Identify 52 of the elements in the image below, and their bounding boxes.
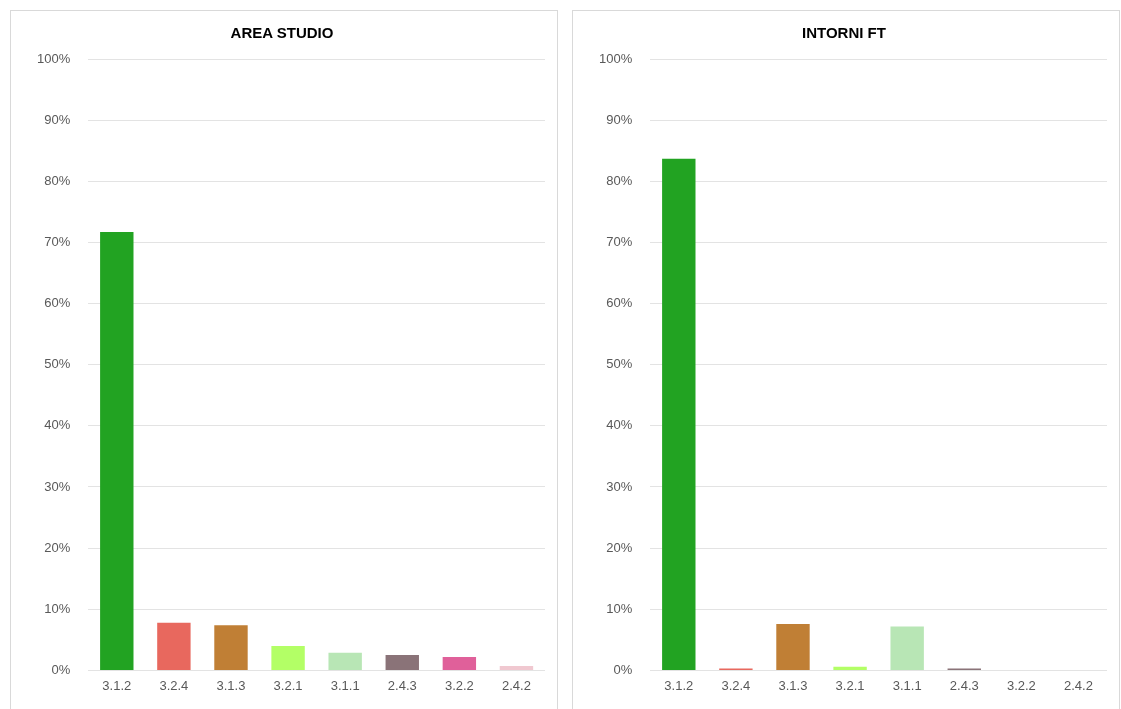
x-tick-label: 2.4.3: [949, 677, 979, 693]
y-tick-label: 50%: [44, 356, 71, 372]
bar: [271, 645, 305, 670]
y-tick-label: 60%: [44, 295, 71, 311]
y-tick-label: 0%: [613, 661, 633, 677]
x-tick-label: 3.2.4: [721, 677, 751, 693]
y-tick-label: 0%: [51, 661, 71, 677]
bar: [100, 232, 134, 670]
bar: [214, 625, 248, 670]
chart-title: AREA STUDIO: [230, 24, 334, 42]
y-tick-label: 70%: [606, 234, 633, 249]
bar: [442, 656, 477, 670]
bar: [890, 626, 924, 670]
y-tick-label: 80%: [606, 172, 633, 188]
x-tick-label: 3.1.1: [330, 677, 360, 693]
x-tick-label: 3.2.1: [273, 677, 303, 693]
x-tick-label: 3.2.1: [835, 677, 865, 693]
bar: [662, 158, 696, 670]
x-tick-label: 2.4.2: [501, 677, 531, 693]
bar: [499, 666, 534, 670]
x-tick-label: 3.1.3: [216, 677, 246, 693]
x-tick-label: 2.4.3: [387, 677, 417, 693]
y-tick-label: 70%: [44, 234, 71, 249]
bar: [157, 622, 191, 670]
bar: [328, 652, 362, 670]
y-tick-label: 10%: [606, 600, 633, 616]
chart-title: INTORNI FT: [802, 24, 886, 42]
y-tick-label: 30%: [44, 478, 71, 494]
y-tick-label: 30%: [606, 478, 633, 494]
y-tick-label: 50%: [606, 356, 633, 372]
x-tick-label: 2.4.2: [1063, 677, 1093, 693]
y-tick-label: 40%: [606, 417, 633, 433]
y-tick-label: 10%: [44, 600, 71, 616]
x-tick-label: 3.1.2: [102, 677, 132, 693]
y-tick-label: 60%: [606, 295, 633, 311]
x-tick-label: 3.2.2: [444, 677, 474, 693]
y-tick-label: 90%: [606, 111, 633, 127]
y-tick-label: 20%: [44, 539, 71, 555]
y-tick-label: 90%: [44, 111, 71, 127]
x-tick-label: 3.1.3: [778, 677, 808, 693]
x-tick-label: 3.1.1: [892, 677, 922, 693]
bar: [833, 666, 867, 670]
x-tick-label: 3.2.4: [159, 677, 189, 693]
x-tick-label: 3.2.2: [1006, 677, 1036, 693]
y-tick-label: 40%: [44, 417, 71, 433]
x-tick-label: 3.1.2: [664, 677, 694, 693]
y-tick-label: 20%: [606, 539, 633, 555]
bar: [385, 655, 419, 670]
bar: [776, 623, 810, 670]
y-tick-label: 80%: [44, 172, 71, 188]
y-tick-label: 100%: [599, 50, 633, 66]
y-tick-label: 100%: [37, 50, 71, 66]
